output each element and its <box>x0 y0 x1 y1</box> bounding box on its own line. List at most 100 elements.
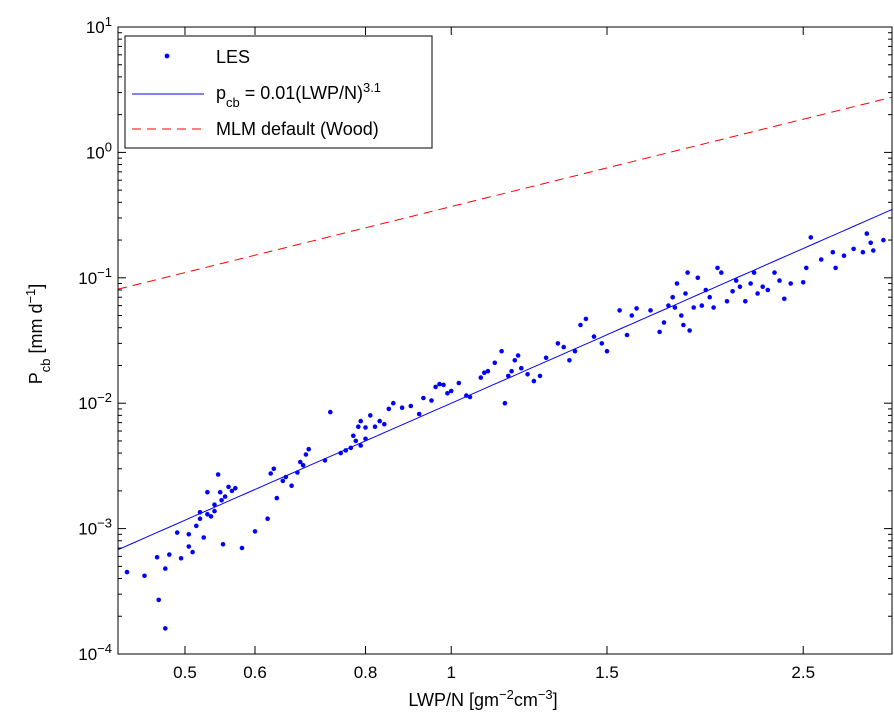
legend-label-les: LES <box>216 47 250 67</box>
data-point <box>186 532 192 537</box>
data-point <box>617 308 622 313</box>
data-point <box>154 555 160 560</box>
data-point <box>163 626 168 631</box>
data-point <box>280 478 286 484</box>
data-point <box>358 443 364 448</box>
data-point <box>252 529 258 534</box>
data-point <box>212 508 217 514</box>
data-layer <box>118 96 892 631</box>
data-point <box>599 341 605 346</box>
data-point <box>306 446 312 452</box>
data-point <box>205 512 210 517</box>
data-point <box>194 523 199 529</box>
data-point <box>755 291 760 296</box>
series-line-2 <box>118 96 892 290</box>
data-point <box>499 348 504 354</box>
data-point <box>591 334 597 339</box>
data-point <box>624 332 630 338</box>
data-point <box>830 249 836 255</box>
y-tick-label: 100 <box>86 139 112 163</box>
data-point <box>429 398 434 403</box>
data-point <box>864 231 870 236</box>
data-point <box>217 489 223 495</box>
legend-marker-les <box>164 53 170 59</box>
data-point <box>456 380 462 386</box>
data-point <box>730 289 735 294</box>
data-point <box>408 403 414 409</box>
series-line-1 <box>118 209 892 551</box>
legend: LES pcb = 0.01(LWP/N)3.1 MLM default (Wo… <box>124 35 433 149</box>
data-point <box>674 281 680 286</box>
data-point <box>212 502 217 508</box>
data-point <box>818 257 824 262</box>
data-point <box>421 395 426 401</box>
data-point <box>509 368 514 374</box>
y-tick-label: 10−2 <box>78 390 112 414</box>
data-point <box>672 305 678 310</box>
data-point <box>733 278 739 283</box>
data-point <box>220 542 226 547</box>
legend-box <box>124 35 433 149</box>
data-point <box>719 270 724 275</box>
data-point <box>800 280 806 285</box>
data-point <box>178 556 184 561</box>
data-point <box>765 287 771 293</box>
data-point <box>186 544 192 549</box>
data-point <box>372 424 378 430</box>
data-point <box>229 488 235 494</box>
data-point <box>685 270 690 275</box>
data-point <box>445 391 450 396</box>
tick-labels: 0.5 0.6 0.8 1 1.5 2.5 10−4 10−3 10−2 10−1 100 101 <box>78 14 815 683</box>
data-point <box>190 549 195 555</box>
data-point <box>543 355 549 361</box>
data-point <box>751 270 757 275</box>
data-point <box>743 299 748 304</box>
data-point <box>512 358 518 363</box>
data-point <box>303 452 309 457</box>
data-point <box>289 483 294 489</box>
data-point <box>239 545 245 551</box>
y-axis-label: Pcb [mm d−1] <box>23 284 53 385</box>
data-point <box>205 489 210 495</box>
data-point <box>841 253 847 258</box>
data-point <box>711 305 716 310</box>
data-point <box>868 240 873 246</box>
data-point <box>537 373 543 379</box>
data-point <box>283 474 289 480</box>
data-point <box>208 514 214 519</box>
data-point <box>322 458 328 463</box>
data-point <box>167 552 172 557</box>
data-point <box>197 510 203 515</box>
data-point <box>881 237 886 243</box>
data-point <box>578 322 583 328</box>
data-point <box>777 278 782 283</box>
data-point <box>871 248 876 253</box>
x-tick-label: 0.8 <box>354 663 378 682</box>
data-point <box>695 275 701 281</box>
y-tick-label: 10−1 <box>78 264 112 288</box>
data-point <box>482 370 487 376</box>
data-point <box>715 265 720 271</box>
data-point <box>748 281 753 286</box>
data-point <box>561 344 566 350</box>
data-point <box>683 291 688 296</box>
data-point <box>699 303 705 308</box>
data-point <box>226 484 231 490</box>
data-point <box>358 418 364 424</box>
data-point <box>363 425 368 430</box>
data-point <box>737 284 743 290</box>
data-point <box>760 284 765 290</box>
data-point <box>219 498 224 503</box>
data-point <box>666 303 671 308</box>
data-point <box>386 406 392 412</box>
data-point <box>343 448 349 453</box>
data-point <box>772 270 777 275</box>
data-point <box>233 485 238 491</box>
data-point <box>502 400 508 406</box>
data-point <box>687 328 692 333</box>
axis-ticks <box>118 26 892 655</box>
data-point <box>670 294 675 300</box>
data-point <box>555 341 561 346</box>
data-point <box>391 400 396 406</box>
